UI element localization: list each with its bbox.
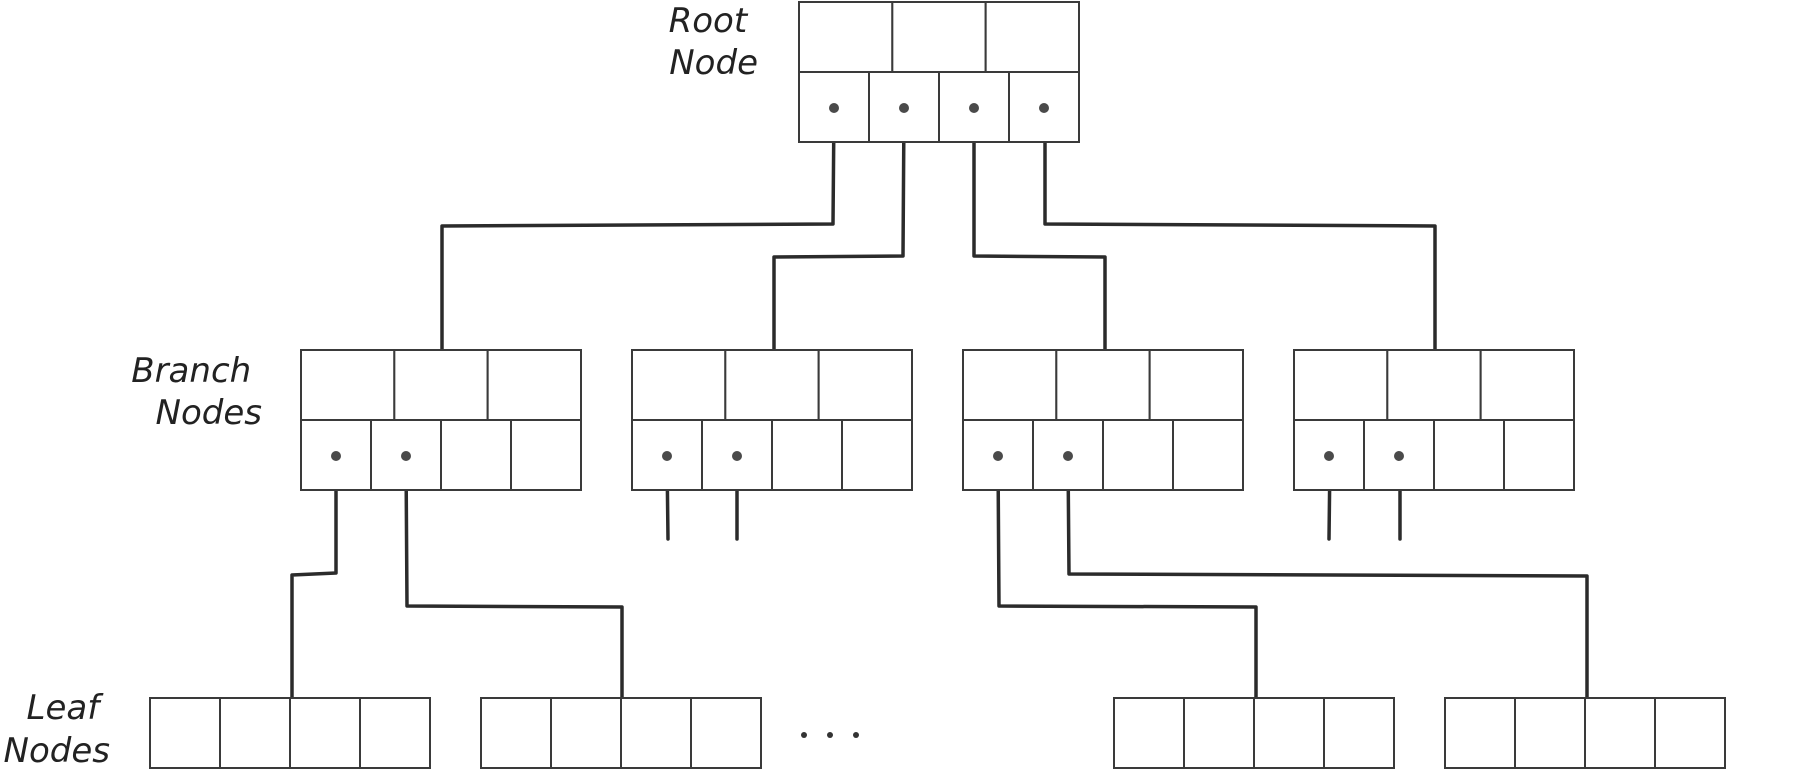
leaf-node-1-cell: [149, 697, 221, 769]
branch-node-4-pointer-dot: [1324, 451, 1334, 461]
branch-node-2-key-cell: [724, 349, 820, 421]
leaf-node-2-cell: [690, 697, 762, 769]
root-node-pointer-dot: [969, 103, 979, 113]
leaf-node-3-cell: [1113, 697, 1185, 769]
branch-node-1-key-cell: [300, 349, 396, 421]
root-node-pointer-dot: [829, 103, 839, 113]
root-to-branch-1-line: [440, 106, 836, 352]
branch-node-2-key-cell: [817, 349, 914, 421]
root-node-key-cell: [984, 1, 1081, 73]
ellipsis-dot-2: [827, 732, 833, 738]
branch-node-2-key-cell: [631, 349, 727, 421]
branch-node-4-key-cell: [1293, 349, 1389, 421]
branch-node-1-pointer-dot: [401, 451, 411, 461]
branch-3-to-leaf-4-line: [1066, 454, 1589, 700]
branch-label-line1: Branch: [131, 351, 251, 391]
leaf-node-4-cell: [1514, 697, 1586, 769]
leaf-node-1-cell: [359, 697, 431, 769]
leaf-node-3-cell: [1183, 697, 1255, 769]
root-to-branch-2-line: [772, 106, 906, 352]
leaf-nodes-label: Leaf Nodes: [4, 688, 110, 771]
leaf-node-2-cell: [480, 697, 552, 769]
branch-node-4-key-cell: [1386, 349, 1482, 421]
branch-node-3-key-cell: [962, 349, 1058, 421]
leaf-node-1-cell: [219, 697, 291, 769]
branch-node-4-pointer-cell: [1433, 419, 1505, 491]
leaf-node-4-cell: [1654, 697, 1726, 769]
root-node-pointer-dot: [1039, 103, 1049, 113]
leaf-node-2-cell: [550, 697, 622, 769]
branch-node-2-pointer-dot: [732, 451, 742, 461]
leaf-node-1-cell: [289, 697, 361, 769]
ellipsis-dot-1: [801, 732, 807, 738]
branch-node-3-key-cell: [1148, 349, 1244, 421]
branch-node-4-pointer-cell: [1503, 419, 1575, 491]
branch-node-1-pointer-cell: [440, 419, 512, 491]
branch-node-3-pointer-dot: [1063, 451, 1073, 461]
branch-nodes-label: Branch Nodes: [131, 351, 262, 433]
ellipsis-dot-3: [853, 732, 859, 738]
leaf-node-2-cell: [620, 697, 692, 769]
leaf-node-3-cell: [1253, 697, 1325, 769]
branch-node-2-pointer-cell: [771, 419, 843, 491]
ellipsis-icon: [801, 732, 859, 738]
branch-node-3-pointer-cell: [1172, 419, 1244, 491]
leaf-node-3-cell: [1323, 697, 1395, 769]
branch-label-line2: Nodes: [156, 393, 262, 433]
tree-nodes: [149, 1, 1726, 769]
branch-node-1-pointer-dot: [331, 451, 341, 461]
branch-node-2-pointer-dot: [662, 451, 672, 461]
root-to-branch-3-line: [972, 106, 1107, 352]
branch-node-2-pointer-cell: [841, 419, 913, 491]
leaf-label-line1: Leaf: [27, 688, 105, 728]
root-label-line2: Node: [669, 43, 758, 83]
branch-node-4-key-cell: [1479, 349, 1575, 421]
root-node-pointer-dot: [899, 103, 909, 113]
branch-node-1-key-cell: [393, 349, 489, 421]
branch-3-to-leaf-3-line: [996, 454, 1258, 700]
branch-node-3-pointer-dot: [993, 451, 1003, 461]
branch-node-3-pointer-cell: [1102, 419, 1174, 491]
root-node-label: Root Node: [669, 1, 758, 83]
root-to-branch-4-line: [1043, 106, 1437, 352]
root-node-key-cell: [891, 1, 987, 73]
root-label-line1: Root: [669, 1, 749, 41]
root-node-key-cell: [798, 1, 894, 73]
branch-1-to-leaf-2-line: [404, 454, 624, 700]
leaf-label-line2: Nodes: [4, 731, 110, 771]
branch-node-3-key-cell: [1055, 349, 1151, 421]
branch-node-1-key-cell: [486, 349, 582, 421]
branch-node-1-pointer-cell: [510, 419, 582, 491]
branch-node-4-pointer-dot: [1394, 451, 1404, 461]
leaf-node-4-cell: [1584, 697, 1656, 769]
root-node-pointer-cell: [938, 71, 1010, 143]
branch-1-to-leaf-1-line: [290, 454, 338, 700]
leaf-node-4-cell: [1444, 697, 1516, 769]
